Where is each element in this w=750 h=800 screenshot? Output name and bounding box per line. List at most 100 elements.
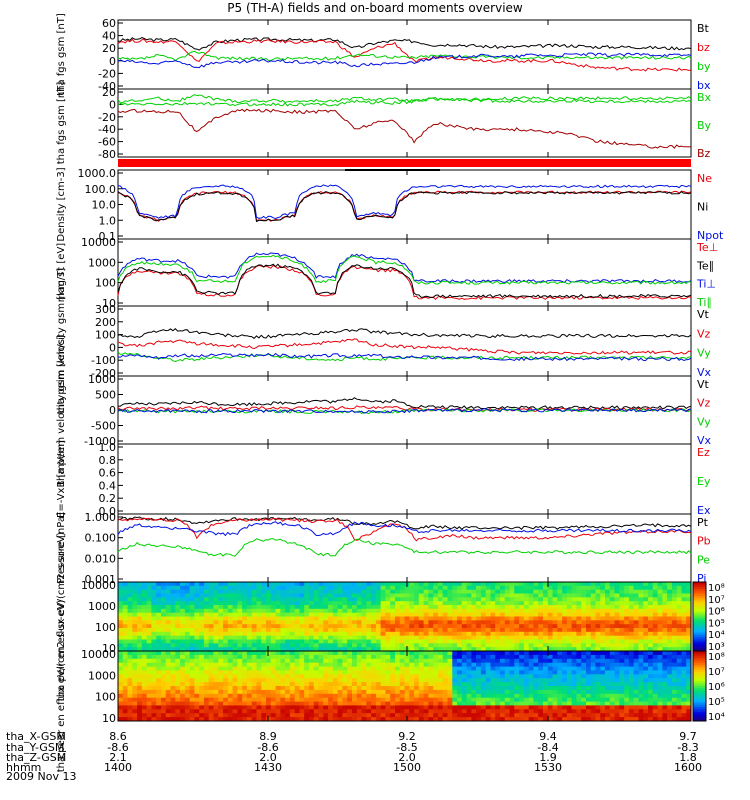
spectrogram-cell [466, 689, 472, 695]
spectrogram-cell [547, 628, 554, 633]
spectrogram-cell [533, 601, 539, 606]
spectrogram-cell [199, 689, 205, 695]
spectrogram-cell [476, 639, 482, 644]
spectrogram-cell [356, 713, 363, 718]
spectrogram-cell [232, 616, 238, 621]
spectrogram-cell [137, 597, 143, 602]
spectrogram-cell [180, 593, 186, 598]
spectrogram-cell [662, 647, 668, 652]
spectrogram-cell [485, 624, 491, 629]
spectrogram-cell [528, 593, 534, 598]
spectrogram-cell [251, 624, 257, 629]
spectrogram-cell [614, 597, 620, 602]
spectrogram-cell [318, 674, 324, 679]
spectrogram-cell [366, 682, 372, 687]
spectrogram-cell [533, 717, 539, 722]
spectrogram-cell [395, 662, 401, 668]
spectrogram-cell [485, 643, 491, 648]
spectrogram-cell [352, 643, 358, 648]
colorbar-segment [693, 707, 706, 710]
series-line-bx [117, 52, 692, 69]
spectrogram-cell [600, 666, 606, 671]
spectrogram-cell [352, 705, 358, 710]
spectrogram-cell [371, 697, 377, 703]
spectrogram-cell [385, 593, 391, 598]
spectrogram-cell [614, 701, 620, 706]
spectrogram-cell [495, 589, 501, 594]
spectrogram-cell [633, 628, 639, 633]
spectrogram-cell [170, 624, 176, 629]
colorbar-tick: 10³ [708, 642, 725, 653]
spectrogram-cell [619, 597, 625, 602]
spectrogram-cell [566, 624, 573, 629]
spectrogram-cell [523, 697, 530, 703]
spectrogram-cell [161, 631, 167, 637]
spectrogram-cell [223, 674, 229, 679]
spectrogram-cell [194, 689, 200, 695]
spectrogram-cell [581, 662, 587, 668]
spectrogram-cell [514, 666, 520, 671]
spectrogram-cell [309, 709, 315, 714]
quality-flag-bar [118, 159, 691, 167]
spectrogram-cell [538, 612, 544, 617]
spectrogram-cell [375, 697, 382, 703]
spectrogram-cell [409, 601, 415, 606]
panel-frame-0 [117, 19, 692, 90]
spectrogram-cell [557, 705, 563, 710]
spectrogram-cell [318, 589, 324, 594]
spectrogram-cell [648, 635, 654, 640]
spectrogram-cell [662, 682, 668, 687]
spectrogram-cell [495, 697, 501, 703]
spectrogram-cell [643, 693, 649, 699]
spectrogram-cell [380, 670, 386, 675]
spectrogram-cell [590, 662, 596, 668]
spectrogram-cell [361, 658, 367, 664]
spectrogram-cell [557, 701, 563, 706]
spectrogram-cell [686, 709, 692, 714]
spectrogram-cell [352, 686, 358, 691]
spectrogram-cell [628, 651, 635, 656]
spectrogram-cell [557, 589, 563, 594]
spectrogram-cell [289, 689, 296, 695]
spectrogram-cell [590, 597, 596, 602]
spectrogram-cell [294, 651, 300, 656]
spectrogram-cell [514, 717, 520, 722]
spectrogram-cell [552, 631, 558, 637]
spectrogram-cell [428, 582, 434, 587]
spectrogram-cell [614, 608, 620, 614]
spectrogram-cell [318, 639, 324, 644]
spectrogram-cell [127, 693, 133, 699]
spectrogram-cell [380, 635, 386, 640]
spectrogram-cell [289, 605, 296, 610]
spectrogram-cell [328, 709, 334, 714]
spectrogram-cell [414, 709, 420, 714]
spectrogram-cell [122, 651, 129, 656]
spectrogram-cell [671, 666, 678, 671]
spectrogram-cell [466, 717, 472, 722]
spectrogram-cell [141, 647, 148, 652]
spectrogram-cell [523, 678, 530, 683]
spectrogram-cell [595, 631, 601, 637]
spectrogram-cell [657, 674, 663, 679]
spectrogram-cell [199, 705, 205, 710]
spectrogram-cell [676, 689, 682, 695]
spectrogram-cell [667, 678, 673, 683]
spectrogram-cell [285, 717, 291, 722]
spectrogram-cell [337, 717, 343, 722]
spectrogram-cell [566, 686, 573, 691]
spectrogram-cell [619, 643, 625, 648]
spectrogram-cell [223, 670, 229, 675]
spectrogram-cell [237, 678, 243, 683]
panel-4-ytick: 100 [95, 329, 116, 342]
spectrogram-cell [628, 601, 635, 606]
spectrogram-cell [437, 597, 444, 602]
spectrogram-cell [566, 713, 573, 718]
spectrogram-cell [141, 635, 148, 640]
spectrogram-cell [686, 601, 692, 606]
spectrogram-cell [523, 643, 530, 648]
spectrogram-cell [609, 693, 616, 699]
spectrogram-cell [457, 582, 463, 587]
spectrogram-cell [619, 582, 625, 587]
spectrogram-cell [118, 643, 124, 648]
spectrogram-cell [328, 620, 334, 625]
